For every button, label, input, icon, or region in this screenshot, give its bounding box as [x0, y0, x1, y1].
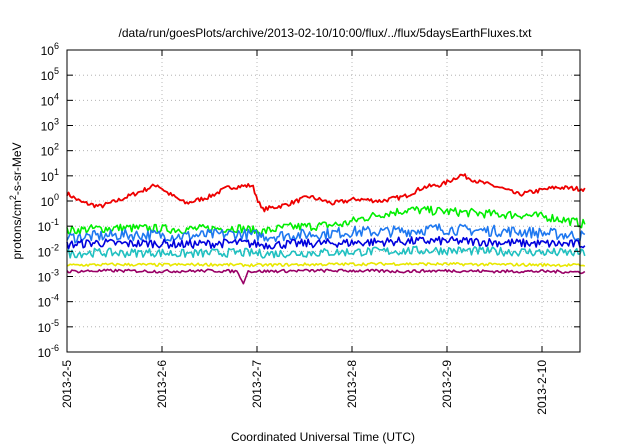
y-tick-base: 10	[38, 245, 52, 259]
y-tick-label: 100	[41, 192, 59, 209]
y-tick-base: 10	[38, 321, 52, 335]
y-tick-base: 10	[38, 271, 52, 285]
y-tick-base: 10	[41, 145, 55, 159]
y-tick-label: 10-3	[38, 268, 59, 285]
y-tick-label: 104	[41, 91, 59, 108]
chart-title: /data/run/goesPlots/archive/2013-02-10/1…	[119, 26, 533, 40]
y-tick-exponent: 0	[54, 192, 59, 202]
y-tick-exponent: 4	[54, 91, 59, 101]
y-tick-base: 10	[41, 195, 55, 209]
y-axis-label-post: -s-sr-MeV	[10, 142, 24, 195]
y-tick-label: 10-4	[38, 293, 59, 310]
series-line	[66, 261, 586, 268]
y-tick-label: 103	[41, 117, 59, 134]
y-tick-exponent: 5	[54, 66, 59, 76]
y-tick-label: 10-6	[38, 343, 59, 360]
y-tick-exponent: 2	[54, 142, 59, 152]
y-tick-base: 10	[38, 220, 52, 234]
x-tick-label: 2013-2-5	[60, 360, 74, 408]
y-tick-label: 10-2	[38, 242, 59, 259]
y-tick-label: 10-1	[38, 217, 59, 234]
y-tick-base: 10	[41, 94, 55, 108]
y-tick-base: 10	[41, 120, 55, 134]
y-axis-ticks: 10-610-510-410-310-210-11001011021031041…	[38, 41, 580, 360]
series-lines	[66, 173, 586, 285]
y-tick-exponent: 6	[54, 41, 59, 51]
x-tick-label: 2013-2-9	[440, 360, 454, 408]
y-tick-exponent: -6	[51, 343, 59, 353]
x-tick-label: 2013-2-10	[535, 360, 549, 415]
series-line	[66, 268, 586, 285]
x-axis-label: Coordinated Universal Time (UTC)	[231, 430, 415, 444]
y-tick-base: 10	[38, 346, 52, 360]
y-tick-label: 102	[41, 142, 59, 159]
y-tick-exponent: -3	[51, 268, 59, 278]
x-tick-label: 2013-2-7	[250, 360, 264, 408]
y-tick-label: 101	[41, 167, 59, 184]
y-axis-label-sup: 2	[8, 195, 18, 200]
y-tick-exponent: -5	[51, 318, 59, 328]
x-tick-label: 2013-2-8	[345, 360, 359, 408]
y-axis-label: protons/cm2-s-sr-MeV	[8, 142, 24, 259]
series-line	[66, 205, 586, 237]
y-tick-exponent: -2	[51, 242, 59, 252]
y-tick-exponent: -4	[51, 293, 59, 303]
series-line	[66, 235, 586, 250]
y-tick-label: 10-5	[38, 318, 59, 335]
series-line	[66, 245, 586, 259]
y-tick-exponent: 3	[54, 117, 59, 127]
y-tick-base: 10	[41, 69, 55, 83]
y-tick-label: 106	[41, 41, 59, 58]
series-line	[66, 173, 586, 213]
series-line	[66, 223, 586, 244]
y-tick-base: 10	[41, 170, 55, 184]
x-tick-label: 2013-2-6	[155, 360, 169, 408]
y-axis-label-pre: protons/cm	[10, 200, 24, 259]
y-tick-base: 10	[38, 296, 52, 310]
y-tick-base: 10	[41, 44, 55, 58]
y-tick-exponent: -1	[51, 217, 59, 227]
y-tick-exponent: 1	[54, 167, 59, 177]
y-tick-label: 105	[41, 66, 59, 83]
x-axis-ticks: 2013-2-5 2013-2-6 2013-2-7 2013-2-8 2013-2-9…	[60, 50, 549, 415]
